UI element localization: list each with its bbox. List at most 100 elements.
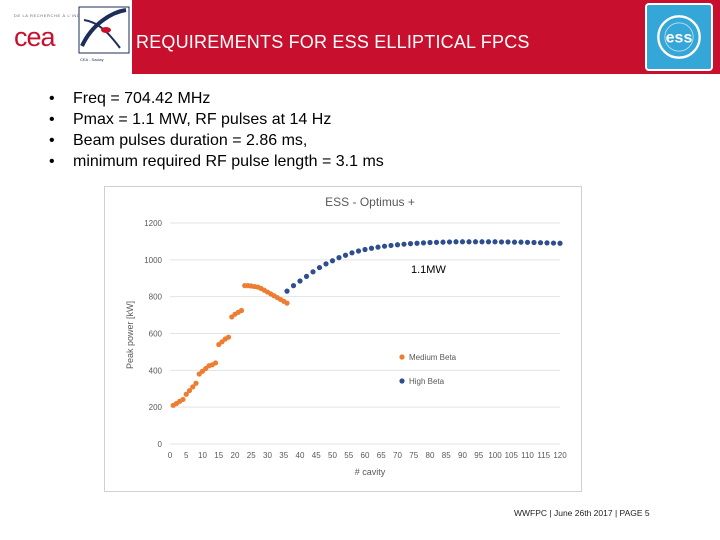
y-tick-label: 200 xyxy=(149,403,163,412)
bullet-item: • Pmax = 1.1 MW, RF pulses at 14 Hz xyxy=(47,109,384,130)
data-point-high-beta xyxy=(297,278,303,284)
data-point-high-beta xyxy=(524,239,531,245)
data-point-high-beta xyxy=(440,239,446,245)
data-point-high-beta xyxy=(414,240,420,246)
x-tick-label: 65 xyxy=(377,451,386,460)
cea-logo-text: cea xyxy=(14,22,57,52)
chart-title: ESS - Optimus + xyxy=(325,195,415,209)
data-point-high-beta xyxy=(511,239,518,245)
irfu-logo xyxy=(78,6,130,54)
data-point-medium-beta xyxy=(183,391,189,397)
bullet-text: minimum required RF pulse length = 3.1 m… xyxy=(73,153,384,170)
data-point-high-beta xyxy=(355,248,362,254)
requirements-list: • Freq = 704.42 MHz • Pmax = 1.1 MW, RF pu… xyxy=(47,88,384,172)
bullet-item: • minimum required RF pulse length = 3.1 … xyxy=(47,151,384,172)
bullet-text: Freq = 704.42 MHz xyxy=(73,90,211,107)
peak-power-chart: ESS - Optimus + # cavity Peak power [kW]… xyxy=(104,186,582,492)
x-tick-label: 0 xyxy=(168,451,173,460)
x-tick-label: 45 xyxy=(312,451,321,460)
x-tick-label: 105 xyxy=(505,451,519,460)
data-point-high-beta xyxy=(420,240,427,246)
data-point-high-beta xyxy=(381,243,388,249)
data-point-medium-beta xyxy=(225,334,232,340)
data-point-high-beta xyxy=(427,239,433,246)
legend-label-high-beta: High Beta xyxy=(409,377,445,386)
data-point-high-beta xyxy=(401,241,407,247)
legend-marker-high-beta xyxy=(399,378,405,384)
data-point-high-beta xyxy=(466,239,472,245)
data-point-high-beta xyxy=(375,244,381,250)
x-tick-label: 110 xyxy=(521,451,534,460)
data-point-high-beta xyxy=(362,246,368,253)
ess-logo-text: ess xyxy=(666,30,693,47)
bullet-text: Beam pulses duration = 2.86 ms, xyxy=(73,132,308,149)
data-point-high-beta xyxy=(505,239,511,245)
x-tick-label: 75 xyxy=(409,451,418,460)
x-tick-label: 15 xyxy=(214,451,223,460)
x-tick-label: 55 xyxy=(344,451,353,460)
y-tick-label: 1200 xyxy=(144,219,162,228)
y-tick-label: 1000 xyxy=(144,256,162,265)
data-point-high-beta xyxy=(342,252,349,258)
x-tick-label: 10 xyxy=(198,451,207,460)
data-point-high-beta xyxy=(531,239,537,246)
data-point-medium-beta xyxy=(193,380,199,386)
chart-frame xyxy=(104,186,582,492)
data-point-high-beta xyxy=(388,242,394,249)
data-point-high-beta xyxy=(479,239,485,245)
data-point-high-beta xyxy=(492,239,498,245)
x-tick-label: 60 xyxy=(361,451,370,460)
data-point-high-beta xyxy=(290,283,297,289)
data-point-high-beta xyxy=(349,250,355,256)
x-tick-label: 120 xyxy=(553,451,567,460)
y-axis-label: Peak power [kW] xyxy=(125,301,135,369)
legend-marker-medium-beta xyxy=(399,354,405,360)
page-number: PAGE 5 xyxy=(619,508,650,518)
x-tick-label: 95 xyxy=(474,451,483,460)
y-tick-label: 600 xyxy=(149,330,163,339)
irfu-caption: CEA - Saclay xyxy=(80,57,104,62)
data-point-high-beta xyxy=(329,258,336,264)
slide-title: REQUIREMENTS FOR ESS ELLIPTICAL FPCS xyxy=(136,32,530,52)
x-tick-label: 5 xyxy=(184,451,189,460)
data-point-high-beta xyxy=(459,239,466,245)
footer: WWFPC | June 26th 2017 | PAGE 5 xyxy=(514,508,650,518)
annotation-1-1mw: 1.1MW xyxy=(411,264,446,276)
x-tick-label: 20 xyxy=(231,451,240,460)
legend-label-medium-beta: Medium Beta xyxy=(409,353,457,362)
data-point-medium-beta xyxy=(238,307,245,314)
bullet-dot: • xyxy=(49,90,55,107)
x-tick-label: 30 xyxy=(263,451,272,460)
x-tick-label: 70 xyxy=(393,451,402,460)
data-point-medium-beta xyxy=(186,387,193,394)
data-point-high-beta xyxy=(550,240,557,246)
x-tick-label: 40 xyxy=(296,451,305,460)
y-tick-label: 0 xyxy=(158,440,163,449)
data-point-high-beta xyxy=(394,242,401,248)
x-axis-label: # cavity xyxy=(355,467,386,477)
data-point-medium-beta xyxy=(180,396,186,403)
cea-tagline: DE LA RECHERCHE À L'INDUSTRIE xyxy=(14,13,99,18)
data-point-medium-beta xyxy=(284,300,290,306)
footer-text: WWFPC | June 26th 2017 | xyxy=(514,508,618,518)
data-point-high-beta xyxy=(310,269,316,275)
data-point-high-beta xyxy=(498,239,505,245)
data-point-high-beta xyxy=(544,240,550,246)
cea-logo: cea xyxy=(14,22,58,52)
data-point-high-beta xyxy=(485,239,492,245)
data-point-high-beta xyxy=(446,239,453,245)
x-tick-label: 90 xyxy=(458,451,467,460)
data-point-high-beta xyxy=(368,245,375,251)
data-point-high-beta xyxy=(453,239,459,245)
bullet-dot: • xyxy=(49,111,55,128)
x-tick-label: 100 xyxy=(488,451,502,460)
ess-logo: ess xyxy=(645,3,713,71)
x-tick-label: 85 xyxy=(442,451,451,460)
bullet-text: Pmax = 1.1 MW, RF pulses at 14 Hz xyxy=(73,111,332,128)
data-point-high-beta xyxy=(284,288,290,294)
data-point-high-beta xyxy=(537,240,544,246)
data-point-high-beta xyxy=(303,273,310,280)
x-tick-label: 80 xyxy=(426,451,435,460)
data-point-high-beta xyxy=(323,261,329,267)
data-point-high-beta xyxy=(407,241,414,247)
